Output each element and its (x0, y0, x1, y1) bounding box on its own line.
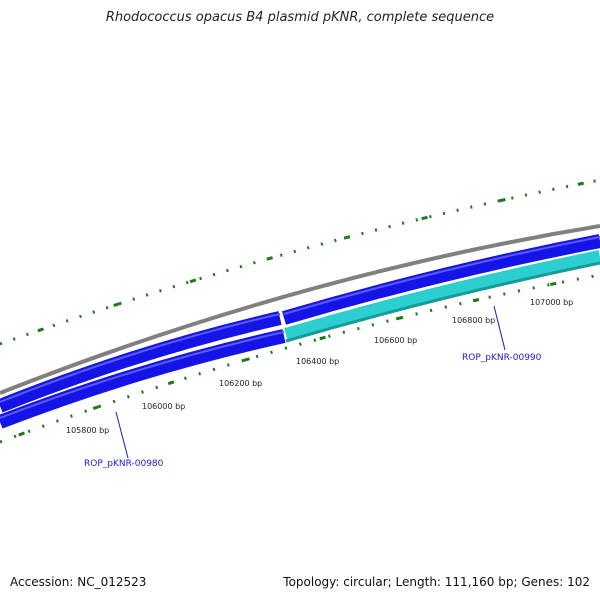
gene-rop-00990[interactable] (284, 250, 600, 342)
gene-forward-highlight-right (283, 236, 600, 315)
gene-forward-highlight (0, 313, 281, 403)
gene-label-00980[interactable]: ROP_pKNR-00980 (84, 459, 164, 469)
gene-label-leader-00980 (115, 411, 129, 459)
gene-forward-left[interactable] (0, 311, 282, 413)
tick-label-107000: 107000 bp (530, 298, 573, 307)
tick-label-106200: 106200 bp (219, 379, 262, 388)
gene-forward-right[interactable] (282, 234, 600, 325)
backbone-line (0, 224, 600, 395)
gene-rop-00990-edge (285, 261, 600, 343)
map-title: Rhodococcus opacus B4 plasmid pKNR, comp… (105, 10, 495, 25)
inner-tick-ring (0, 273, 600, 444)
gene-label-leader-00990 (493, 305, 506, 351)
tick-label-106600: 106600 bp (374, 336, 417, 345)
gene-label-00990[interactable]: ROP_pKNR-00990 (462, 353, 542, 363)
gene-rop-00980-highlight (0, 331, 285, 419)
tick-label-106000: 106000 bp (142, 402, 185, 411)
accession-text: Accession: NC_012523 (10, 575, 147, 589)
topology-summary: Topology: circular; Length: 111,160 bp; … (283, 575, 590, 589)
tick-label-105800: 105800 bp (66, 426, 109, 435)
tick-label-106400: 106400 bp (296, 357, 339, 366)
gene-rop-00980[interactable] (0, 329, 286, 429)
tick-label-106800: 106800 bp (452, 316, 495, 325)
